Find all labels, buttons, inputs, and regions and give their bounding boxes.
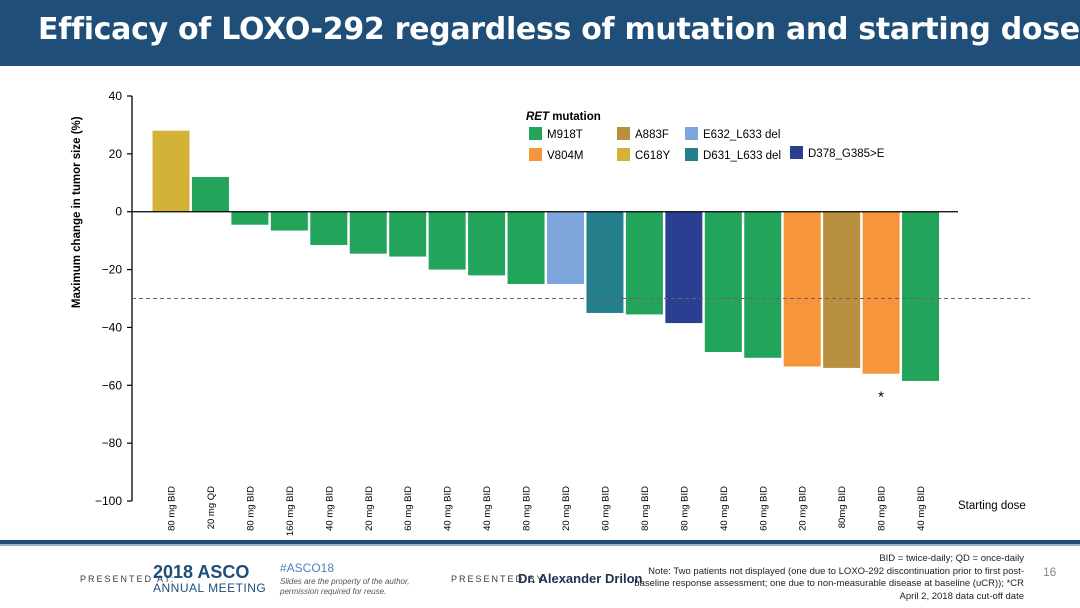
bar bbox=[744, 211, 782, 358]
bar bbox=[902, 211, 940, 381]
bar bbox=[428, 211, 466, 270]
x-tick-label: 40 mg BID bbox=[916, 486, 927, 531]
x-tick-label: 60 mg BID bbox=[403, 486, 414, 531]
bar bbox=[586, 211, 624, 313]
bar bbox=[468, 211, 506, 276]
x-tick-label: 80 mg BID bbox=[245, 486, 256, 531]
x-tick-label: 40 mg BID bbox=[719, 486, 730, 531]
x-tick-label: 20 mg BID bbox=[798, 486, 809, 531]
legend-swatch bbox=[685, 127, 698, 140]
slide-number: 16 bbox=[1043, 565, 1057, 579]
bar bbox=[389, 211, 427, 257]
asco-logo-title: 2018 ASCO bbox=[153, 562, 250, 582]
legend-label: C618Y bbox=[635, 150, 670, 162]
legend-title: RET mutation bbox=[526, 111, 601, 123]
bar bbox=[191, 177, 229, 212]
x-tick-label: 80 mg BID bbox=[167, 486, 178, 531]
bar bbox=[665, 211, 703, 324]
x-tick-label: 160 mg BID bbox=[285, 486, 296, 536]
x-axis-label: Starting dose bbox=[958, 500, 1026, 512]
y-tick-label: −60 bbox=[102, 378, 123, 392]
bar bbox=[783, 211, 821, 367]
legend-label: M918T bbox=[547, 129, 583, 141]
footnote-line-4: April 2, 2018 data cut-off date bbox=[899, 590, 1024, 602]
footer-stripe-top bbox=[0, 540, 1080, 544]
bar bbox=[704, 211, 742, 353]
footnote-line-3: baseline response assessment; one due to… bbox=[634, 578, 1024, 589]
annotation-asterisk: * bbox=[878, 389, 884, 406]
legend-swatch bbox=[685, 148, 698, 161]
legend-swatch bbox=[529, 127, 542, 140]
y-tick-label: −20 bbox=[102, 263, 123, 277]
bar bbox=[152, 130, 190, 212]
presented-at-label: PRESENTED AT: bbox=[80, 574, 176, 584]
slide-title: Efficacy of LOXO-292 regardless of mutat… bbox=[38, 12, 1080, 47]
x-tick-label: 20 mg BID bbox=[364, 486, 375, 531]
y-axis-label: Maximum change in tumor size (%) bbox=[71, 116, 83, 308]
legend-swatch bbox=[529, 148, 542, 161]
rights-line-1: Slides are the property of the author, bbox=[280, 577, 410, 586]
footer-stripe-bottom bbox=[0, 544, 1080, 546]
legend-swatch bbox=[617, 148, 630, 161]
legend-label: D631_L633 del bbox=[703, 150, 781, 162]
x-tick-label: 80 mg BID bbox=[679, 486, 690, 531]
legend-label: A883F bbox=[635, 129, 669, 141]
title-bar: Efficacy of LOXO-292 regardless of mutat… bbox=[0, 0, 1080, 66]
x-tick-label: 60 mg BID bbox=[600, 486, 611, 531]
x-tick-label: 60 mg BID bbox=[758, 486, 769, 531]
hashtag: #ASCO18 bbox=[280, 561, 335, 575]
y-tick-label: 40 bbox=[109, 89, 123, 103]
legend-label: E632_L633 del bbox=[703, 129, 780, 141]
x-tick-label: 20 mg BID bbox=[561, 486, 572, 531]
x-tick-label: 20 mg QD bbox=[206, 486, 217, 529]
footnotes: BID = twice-daily; QD = once-daily Note:… bbox=[634, 553, 1024, 603]
bar bbox=[507, 211, 545, 285]
asco-logo-subtitle: ANNUAL MEETING bbox=[153, 581, 267, 595]
bar bbox=[823, 211, 861, 368]
legend-title-gene: RET bbox=[526, 111, 550, 123]
bar bbox=[862, 211, 900, 374]
x-tick-label: 80 mg BID bbox=[640, 486, 651, 531]
y-tick-label: 20 bbox=[109, 147, 123, 161]
x-tick-label: 40 mg BID bbox=[482, 486, 493, 531]
legend-label: V804M bbox=[547, 150, 583, 162]
footnote-line-2: Note: Two patients not displayed (one du… bbox=[648, 565, 1024, 577]
presenter-name: Dr. Alexander Drilon bbox=[518, 571, 643, 586]
x-tick-label: 80 mg BID bbox=[522, 486, 533, 531]
x-tick-label: 40 mg BID bbox=[443, 486, 454, 531]
legend-swatch bbox=[790, 146, 803, 159]
legend-label: D378_G385>E bbox=[808, 148, 885, 160]
y-tick-label: 0 bbox=[115, 205, 122, 219]
bar bbox=[625, 211, 663, 315]
footnote-line-1: BID = twice-daily; QD = once-daily bbox=[879, 553, 1024, 564]
rights-line-2: permission required for reuse. bbox=[280, 587, 387, 596]
legend-swatch bbox=[617, 127, 630, 140]
legend-title-rest: mutation bbox=[549, 111, 601, 123]
y-tick-label: −40 bbox=[102, 320, 123, 334]
bar bbox=[270, 211, 308, 231]
presented-by-label: PRESENTED BY: bbox=[451, 574, 549, 584]
bar bbox=[547, 211, 584, 285]
y-tick-label: −100 bbox=[95, 494, 122, 508]
bar bbox=[349, 211, 387, 254]
x-tick-label: 40 mg BID bbox=[324, 486, 335, 531]
x-tick-label: 80 mg BID bbox=[877, 486, 888, 531]
bar bbox=[231, 211, 269, 225]
x-tick-label: 80mg BID bbox=[837, 486, 848, 528]
y-tick-label: −80 bbox=[102, 436, 123, 450]
bar bbox=[310, 211, 348, 245]
